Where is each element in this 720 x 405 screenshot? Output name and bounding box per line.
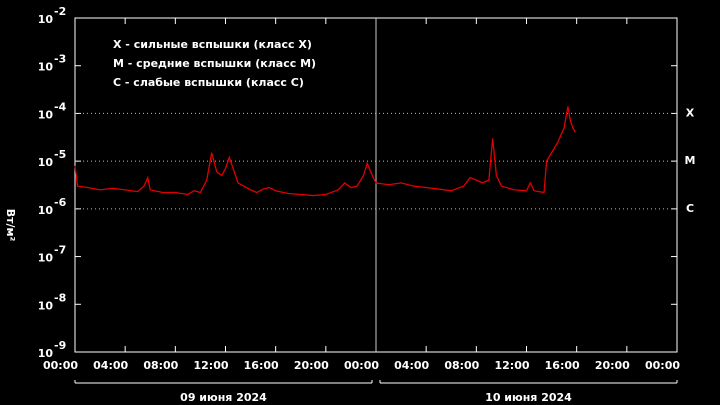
y-tick-exponent: -2 — [54, 5, 66, 18]
level-label: M — [685, 154, 696, 167]
y-tick-label: 10 — [38, 252, 54, 265]
y-tick-label: 10 — [38, 347, 54, 360]
level-label: X — [686, 106, 695, 119]
legend-text: X - сильные вспышки (класс X) — [113, 38, 312, 51]
x-tick-label: 00:00 — [43, 359, 78, 372]
y-axis-label: Вт/м² — [4, 209, 17, 242]
x-tick-label: 16:00 — [244, 359, 279, 372]
y-tick-label: 10 — [38, 61, 54, 74]
y-tick-exponent: -8 — [54, 291, 66, 304]
y-tick-label: 10 — [38, 13, 54, 26]
x-tick-label: 04:00 — [93, 359, 128, 372]
x-tick-label: 08:00 — [143, 359, 178, 372]
y-tick-exponent: -7 — [54, 244, 66, 257]
legend-text: C - слабые вспышки (класс C) — [113, 76, 304, 89]
y-tick-exponent: -5 — [54, 148, 66, 161]
x-tick-label: 00:00 — [344, 359, 379, 372]
x-tick-label: 08:00 — [444, 359, 479, 372]
date-label: 09 июня 2024 — [180, 391, 267, 404]
y-tick-exponent: -3 — [54, 53, 66, 66]
y-tick-exponent: -9 — [54, 339, 66, 352]
x-tick-label: 20:00 — [294, 359, 329, 372]
flux-line — [74, 106, 576, 197]
x-tick-label: 00:00 — [645, 359, 680, 372]
y-tick-exponent: -4 — [54, 100, 67, 113]
y-tick-exponent: -6 — [54, 196, 67, 209]
x-tick-label: 20:00 — [595, 359, 630, 372]
x-tick-label: 04:00 — [394, 359, 429, 372]
date-label: 10 июня 2024 — [485, 391, 572, 404]
legend-text: M - средние вспышки (класс M) — [113, 57, 316, 70]
y-tick-label: 10 — [38, 299, 54, 312]
y-tick-label: 10 — [38, 108, 54, 121]
x-tick-label: 12:00 — [193, 359, 228, 372]
x-tick-label: 12:00 — [494, 359, 529, 372]
x-tick-label: 16:00 — [545, 359, 580, 372]
level-label: C — [686, 202, 694, 215]
y-tick-label: 10 — [38, 204, 54, 217]
y-tick-label: 10 — [38, 156, 54, 169]
